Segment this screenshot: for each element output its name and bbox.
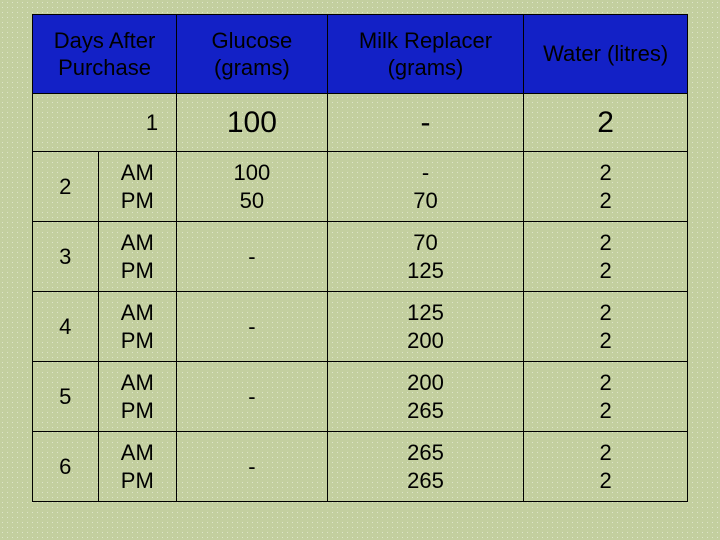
cell-glucose: 100 50	[177, 152, 328, 222]
cell-glucose: -	[177, 222, 328, 292]
cell-ampm: AM PM	[98, 362, 177, 432]
cell-day: 5	[33, 362, 99, 432]
cell-glucose: 100	[177, 94, 328, 152]
cell-glucose: -	[177, 432, 328, 502]
cell-water: 2 2	[524, 152, 688, 222]
cell-day: 2	[33, 152, 99, 222]
table-header-row: Days After Purchase Glucose (grams) Milk…	[33, 15, 688, 94]
cell-glucose: -	[177, 362, 328, 432]
cell-milk: 265 265	[327, 432, 524, 502]
cell-milk: -	[327, 94, 524, 152]
cell-day: 6	[33, 432, 99, 502]
cell-ampm: AM PM	[98, 152, 177, 222]
cell-water: 2	[524, 94, 688, 152]
cell-ampm: AM PM	[98, 432, 177, 502]
cell-water: 2 2	[524, 432, 688, 502]
cell-water: 2 2	[524, 292, 688, 362]
col-header-days: Days After Purchase	[33, 15, 177, 94]
cell-water: 2 2	[524, 362, 688, 432]
cell-day: 4	[33, 292, 99, 362]
cell-ampm: AM PM	[98, 222, 177, 292]
cell-milk: 70 125	[327, 222, 524, 292]
table-row: 1 100 - 2	[33, 94, 688, 152]
cell-ampm: AM PM	[98, 292, 177, 362]
feeding-schedule-table: Days After Purchase Glucose (grams) Milk…	[32, 14, 688, 502]
cell-milk: - 70	[327, 152, 524, 222]
cell-day: 3	[33, 222, 99, 292]
cell-day: 1	[33, 94, 177, 152]
table-row: 6 AM PM - 265 265 2 2	[33, 432, 688, 502]
cell-milk: 200 265	[327, 362, 524, 432]
table-row: 5 AM PM - 200 265 2 2	[33, 362, 688, 432]
cell-milk: 125 200	[327, 292, 524, 362]
cell-water: 2 2	[524, 222, 688, 292]
table-row: 4 AM PM - 125 200 2 2	[33, 292, 688, 362]
cell-glucose: -	[177, 292, 328, 362]
col-header-milk: Milk Replacer (grams)	[327, 15, 524, 94]
table-row: 3 AM PM - 70 125 2 2	[33, 222, 688, 292]
table-row: 2 AM PM 100 50 - 70 2 2	[33, 152, 688, 222]
col-header-water: Water (litres)	[524, 15, 688, 94]
col-header-glucose: Glucose (grams)	[177, 15, 328, 94]
